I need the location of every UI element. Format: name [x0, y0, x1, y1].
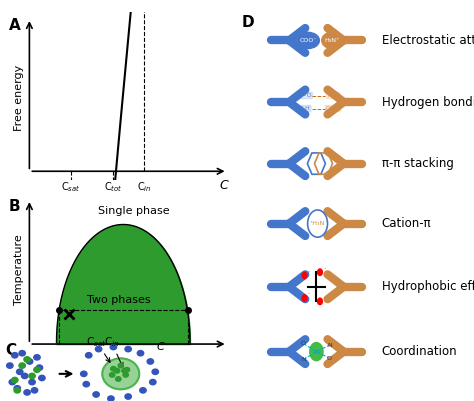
Circle shape [19, 350, 26, 356]
Circle shape [124, 367, 130, 372]
Circle shape [152, 369, 158, 375]
Text: Cation-π: Cation-π [382, 217, 431, 230]
Circle shape [19, 363, 26, 368]
Text: N: N [327, 342, 332, 348]
Text: C$_{tot}$: C$_{tot}$ [103, 180, 122, 194]
Text: C$_{in}$: C$_{in}$ [137, 180, 151, 194]
Text: O: O [301, 341, 306, 346]
Circle shape [116, 377, 121, 381]
Circle shape [102, 358, 139, 389]
Text: C: C [5, 343, 16, 358]
Text: ΔG: ΔG [123, 305, 139, 315]
Circle shape [21, 373, 28, 379]
Text: Temperature: Temperature [14, 235, 24, 305]
Text: A: A [9, 18, 20, 33]
Circle shape [24, 357, 30, 362]
Circle shape [39, 375, 45, 381]
Ellipse shape [322, 32, 342, 49]
Text: Free energy: Free energy [14, 65, 24, 131]
Circle shape [302, 295, 307, 302]
Circle shape [11, 377, 18, 383]
Text: ·: · [323, 265, 325, 271]
Circle shape [17, 369, 23, 375]
Circle shape [125, 394, 131, 399]
Circle shape [34, 354, 40, 360]
Text: C$_{in}$: C$_{in}$ [103, 335, 123, 367]
Text: C=O: C=O [297, 93, 312, 98]
Circle shape [318, 298, 322, 305]
Circle shape [7, 363, 13, 368]
Circle shape [14, 388, 20, 393]
Circle shape [36, 365, 43, 371]
Circle shape [34, 367, 40, 373]
Text: Coordination: Coordination [382, 345, 457, 358]
Text: Two phases: Two phases [87, 295, 151, 305]
Circle shape [29, 373, 35, 379]
Ellipse shape [297, 32, 319, 49]
Circle shape [122, 369, 127, 373]
Text: Electrostatic attraction: Electrostatic attraction [382, 34, 474, 47]
Circle shape [93, 392, 100, 397]
Text: D: D [242, 14, 255, 30]
Text: B: B [9, 199, 20, 214]
Circle shape [147, 359, 154, 364]
Circle shape [29, 379, 35, 385]
Circle shape [140, 388, 146, 393]
Circle shape [114, 369, 120, 373]
Text: C$_{sat}$: C$_{sat}$ [61, 180, 81, 194]
Text: N-H: N-H [299, 106, 310, 111]
Text: C: C [219, 179, 228, 192]
Text: Hydrophobic effect: Hydrophobic effect [382, 280, 474, 293]
Circle shape [83, 381, 90, 387]
Circle shape [123, 373, 128, 377]
Text: ·: · [323, 295, 325, 301]
Circle shape [27, 359, 33, 364]
Circle shape [302, 272, 307, 279]
Circle shape [31, 388, 38, 393]
Circle shape [11, 352, 18, 358]
Circle shape [137, 350, 144, 356]
Circle shape [110, 344, 117, 350]
Text: Hydrogen bonding: Hydrogen bonding [382, 95, 474, 109]
Text: O: O [327, 356, 332, 360]
Circle shape [24, 390, 30, 395]
Circle shape [109, 373, 115, 377]
Text: π-π stacking: π-π stacking [382, 157, 454, 170]
Circle shape [310, 342, 323, 360]
Text: C$_{sat}$: C$_{sat}$ [86, 335, 110, 362]
Text: N: N [301, 357, 306, 362]
Circle shape [95, 346, 102, 352]
Circle shape [150, 379, 156, 385]
Circle shape [318, 269, 322, 275]
Circle shape [81, 371, 87, 377]
Text: O=C: O=C [326, 106, 340, 111]
Text: COO⁻: COO⁻ [299, 38, 317, 43]
Circle shape [9, 379, 16, 385]
Text: Single phase: Single phase [98, 206, 170, 216]
Circle shape [118, 363, 124, 368]
Text: ·: · [308, 292, 310, 298]
Text: C: C [156, 342, 164, 352]
Text: H-N: H-N [327, 93, 339, 98]
Circle shape [125, 346, 131, 352]
Text: ·: · [308, 269, 310, 275]
Text: H₃N⁺: H₃N⁺ [324, 38, 339, 43]
Circle shape [108, 396, 114, 401]
Circle shape [14, 386, 20, 391]
Circle shape [110, 367, 116, 371]
Text: ⁺H₃N: ⁺H₃N [310, 221, 325, 226]
Circle shape [85, 352, 92, 358]
